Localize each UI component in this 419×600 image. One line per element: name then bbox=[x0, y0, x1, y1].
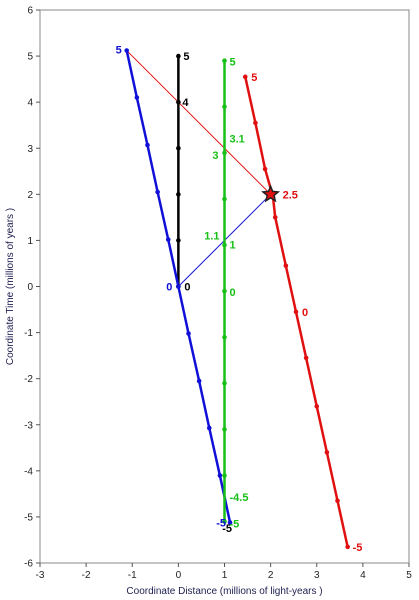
y-tick-label: -5 bbox=[24, 512, 33, 523]
series-point-2 bbox=[222, 380, 227, 386]
series-point-1 bbox=[165, 237, 171, 242]
point-label-2: -5 bbox=[230, 519, 240, 531]
point-label-2: 5 bbox=[230, 57, 236, 69]
series-point-0 bbox=[176, 145, 181, 151]
y-tick-label: 0 bbox=[27, 282, 33, 293]
y-tick-label: 2 bbox=[27, 190, 33, 201]
y-tick-label: -4 bbox=[24, 466, 33, 477]
series-point-3 bbox=[283, 263, 289, 269]
series-point-1 bbox=[176, 284, 181, 289]
point-label-1: 0 bbox=[166, 282, 172, 294]
series-point-2 bbox=[222, 519, 227, 524]
y-tick-label: -2 bbox=[24, 374, 33, 385]
y-tick-label: 1 bbox=[27, 236, 33, 247]
series-point-3 bbox=[253, 120, 258, 126]
point-label-3: 0 bbox=[302, 307, 308, 319]
point-label-2: 0 bbox=[230, 287, 236, 299]
y-tick-label: -3 bbox=[24, 420, 33, 431]
point-label-2: -4.5 bbox=[230, 492, 249, 504]
series-point-2 bbox=[222, 427, 227, 432]
x-tick-label: -3 bbox=[36, 570, 45, 581]
point-label-3: 2.5 bbox=[283, 189, 298, 201]
series-point-3 bbox=[262, 166, 268, 172]
series-point-3 bbox=[293, 309, 299, 315]
point-label-1: 5 bbox=[116, 45, 122, 57]
series-point-1 bbox=[186, 331, 191, 336]
star-marker bbox=[261, 184, 281, 203]
series-point-2 bbox=[222, 196, 227, 202]
connectors bbox=[126, 50, 271, 287]
series-point-0 bbox=[176, 238, 181, 243]
series-group bbox=[124, 48, 350, 550]
series-point-1 bbox=[196, 378, 202, 384]
point-label-0: 0 bbox=[184, 282, 190, 294]
series-point-1 bbox=[206, 425, 212, 431]
series-point-2 bbox=[222, 150, 227, 156]
y-tick-label: 5 bbox=[27, 52, 33, 63]
y-tick-label: -1 bbox=[24, 328, 33, 339]
y-axis-label: Coordinate Time (millions of years ) bbox=[5, 208, 16, 365]
point-label-0: -5 bbox=[222, 523, 232, 535]
series-point-1 bbox=[227, 520, 233, 525]
series-point-2 bbox=[222, 58, 227, 63]
x-tick-label: 0 bbox=[176, 570, 182, 581]
x-tick-label: 3 bbox=[314, 570, 320, 581]
point-label-3: 5 bbox=[251, 72, 257, 84]
series-point-0 bbox=[176, 53, 181, 59]
series-point-3 bbox=[345, 544, 350, 550]
x-tick-label: 1 bbox=[222, 570, 228, 581]
series-point-1 bbox=[145, 142, 150, 148]
series-point-1 bbox=[124, 48, 130, 53]
x-axis-label: Coordinate Distance (millions of light-y… bbox=[126, 586, 322, 597]
series-point-0 bbox=[176, 192, 181, 197]
series-point-3 bbox=[272, 215, 278, 220]
x-tick-label: -2 bbox=[82, 570, 91, 581]
point-label-0: 4 bbox=[182, 97, 189, 109]
y-tick-label: 3 bbox=[27, 144, 33, 155]
y-tick-label: -6 bbox=[24, 559, 33, 570]
series-line-3 bbox=[244, 76, 349, 548]
series-point-1 bbox=[155, 189, 160, 195]
x-tick-label: 2 bbox=[268, 570, 274, 581]
point-label-2: 3.1 bbox=[230, 134, 245, 146]
y-tick-label: 6 bbox=[27, 6, 33, 17]
point-label-0: 5 bbox=[183, 51, 189, 63]
point-label-1: -5 bbox=[216, 517, 226, 529]
series-point-1 bbox=[134, 95, 140, 100]
point-labels: 0 4 5 -5 5 0 -5 5 3.1 3 1.1 1 0 -4.5 -5 5 2.5 0 -5 bbox=[116, 45, 363, 554]
x-tick-label: 4 bbox=[360, 570, 366, 581]
series-point-3 bbox=[303, 355, 309, 361]
series-point-3 bbox=[314, 404, 320, 409]
connector-line bbox=[126, 50, 271, 195]
series-point-3 bbox=[242, 74, 248, 80]
series-point-1 bbox=[217, 473, 223, 478]
point-label-2: 1 bbox=[230, 240, 236, 252]
point-label-2: 1.1 bbox=[204, 230, 219, 242]
series-point-2 bbox=[222, 473, 227, 478]
point-label-2: 3 bbox=[212, 150, 218, 162]
series-point-2 bbox=[222, 334, 227, 340]
series-point-2 bbox=[222, 242, 227, 248]
point-label-3: -5 bbox=[353, 542, 363, 554]
x-tick-label: -1 bbox=[128, 570, 137, 581]
x-tick-label: 5 bbox=[406, 570, 412, 581]
series-point-2 bbox=[222, 288, 227, 294]
y-tick-label: 4 bbox=[27, 98, 33, 109]
axes: -3 -2 -1 0 1 2 3 4 5 -6 -5 -4 -3 -2 -1 0 1 2 3 4 5 6 bbox=[24, 6, 412, 582]
series-point-3 bbox=[324, 450, 330, 455]
series-point-0 bbox=[176, 99, 181, 105]
series-point-2 bbox=[222, 104, 227, 110]
series-point-3 bbox=[335, 498, 340, 504]
